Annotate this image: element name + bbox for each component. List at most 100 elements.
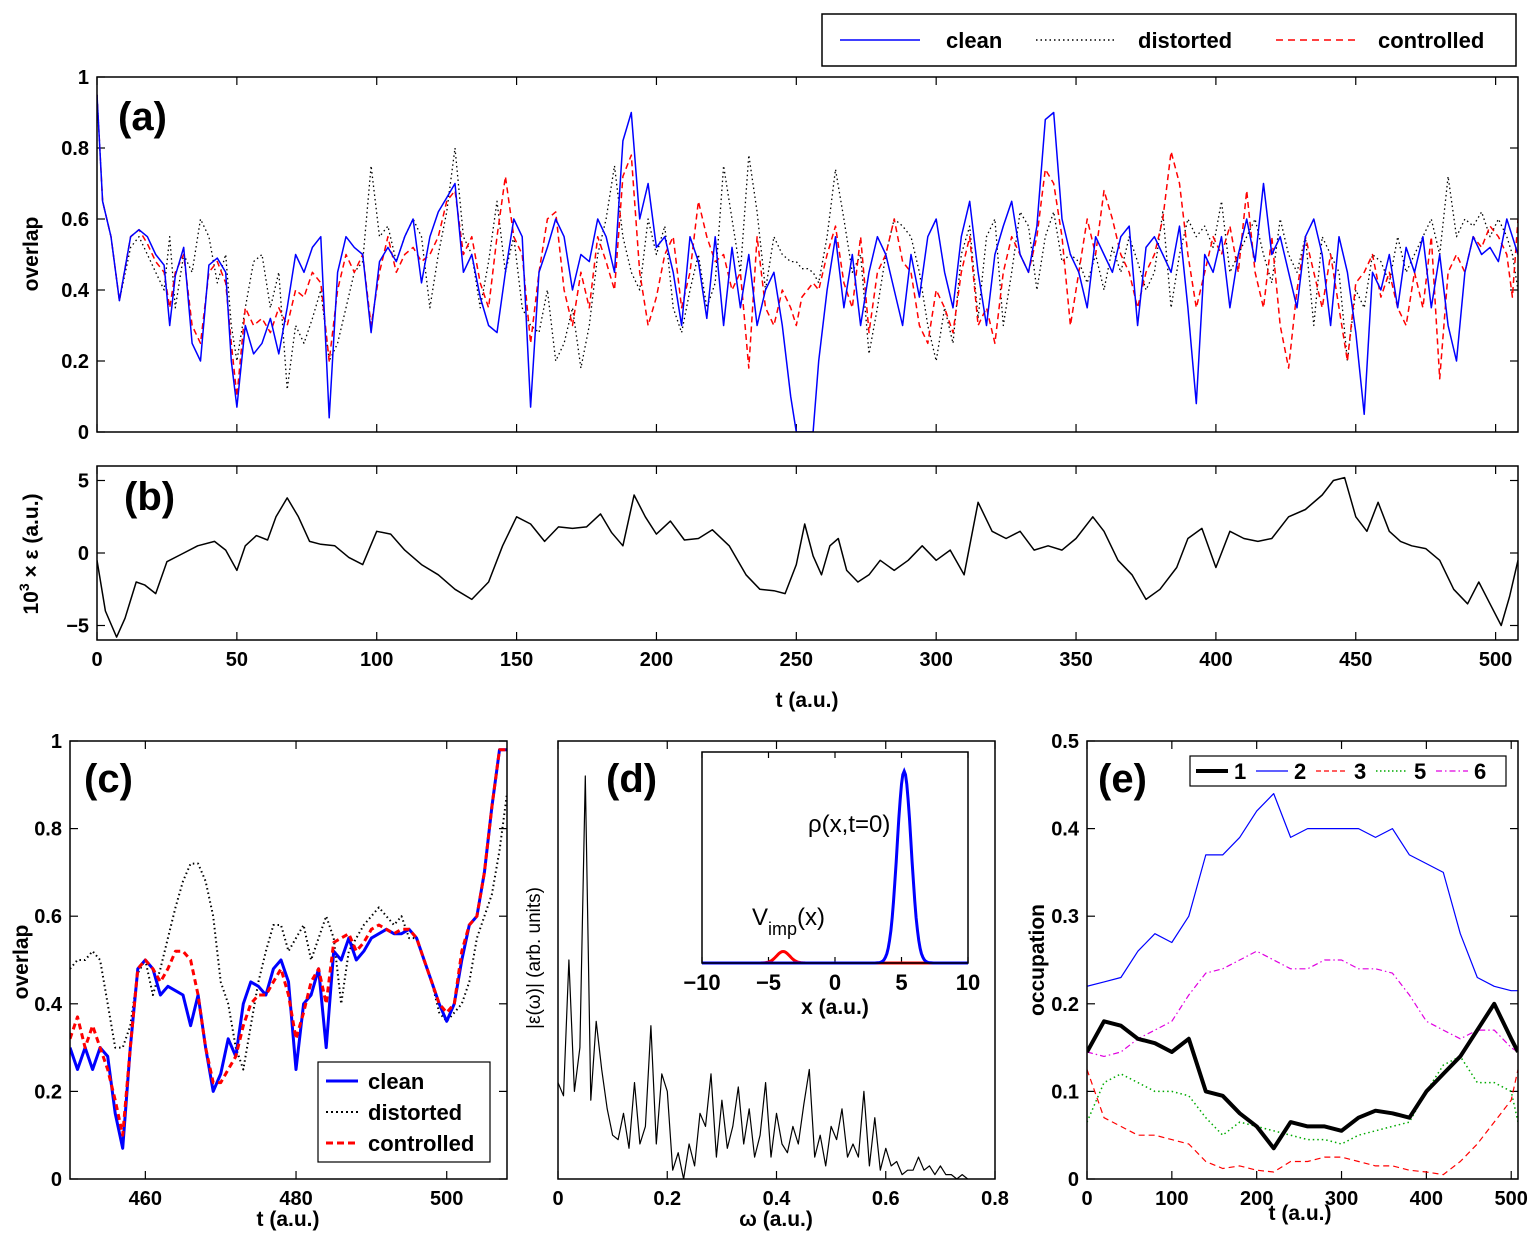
legend-e-label-5: 5	[1414, 759, 1426, 784]
panel-c-frame	[69, 740, 508, 1180]
inset-frame	[701, 751, 969, 964]
panel-d-label: (d)	[606, 757, 657, 801]
panel-d-xtick-label: 0	[552, 1188, 563, 1210]
panel-b-ylabel: 103 × ε (a.u.)	[16, 493, 43, 614]
panel-b: 0 50 100 150 200 250 300 350 400 450 500−505 (b) 1…	[16, 465, 1519, 712]
panel-c-ytick-label: 0.6	[34, 906, 62, 928]
panel-e-xtick-label: 500	[1495, 1188, 1528, 1210]
panel-e-ytick-label: 0	[1068, 1169, 1079, 1191]
panel-b-xtick-label: 50	[226, 649, 248, 671]
legend-top: clean distorted controlled	[821, 13, 1517, 67]
legend-e-label-3: 3	[1354, 759, 1366, 784]
legend-top-label-distorted: distorted	[1138, 28, 1232, 53]
panel-c-ytick-label: 0.8	[34, 819, 62, 841]
panel-d-xlabel: ω (a.u.)	[739, 1208, 813, 1231]
panel-e-xlabel: t (a.u.)	[1269, 1202, 1332, 1225]
legend-c: clean distorted controlled	[317, 1061, 491, 1163]
legend-e-label-1: 1	[1234, 759, 1246, 784]
inset-xtick-label: 5	[895, 970, 907, 995]
panel-a-ytick-label: 0.6	[61, 209, 89, 231]
panel-a-ytick-label: 0.8	[61, 138, 89, 160]
inset-xtick-label: −5	[756, 970, 781, 995]
inset-background	[702, 752, 968, 963]
panel-a-label: (a)	[118, 95, 167, 139]
panel-c-ylabel: overlap	[10, 925, 33, 1000]
panel-b-ylabel-base: 10	[20, 591, 43, 614]
panel-c-label: (c)	[84, 757, 133, 801]
panel-e-xtick-label: 100	[1155, 1188, 1188, 1210]
panel-a-frame	[96, 76, 1519, 433]
panel-b-xtick-label: 100	[360, 649, 393, 671]
panel-c-xtick-label: 480	[279, 1188, 312, 1210]
panel-e-xtick-label: 400	[1410, 1188, 1443, 1210]
panel-b-xtick-label: 500	[1479, 649, 1512, 671]
panel-c-series-distorted	[70, 793, 507, 1071]
panel-d-xtick-label: 0.8	[981, 1188, 1009, 1210]
panel-a-ytick-label: 0.4	[61, 280, 90, 302]
panel-e-ytick-label: 0.4	[1051, 819, 1080, 841]
panel-b-xtick-label: 350	[1059, 649, 1092, 671]
panel-e-ytick-label: 0.2	[1051, 994, 1079, 1016]
panel-b-xtick-label: 250	[780, 649, 813, 671]
panel-e-xtick-label: 0	[1081, 1188, 1092, 1210]
panel-a-ylabel: overlap	[20, 217, 43, 292]
panel-e-series-6	[1087, 950, 1518, 1057]
inset-xtick-label: −10	[683, 970, 720, 995]
panel-d-xtick-label: 0.4	[763, 1188, 792, 1210]
panel-a-ytick-label: 0.2	[61, 351, 89, 373]
panel-e-ytick-label: 0.1	[1051, 1081, 1079, 1103]
legend-top-box	[821, 13, 1517, 67]
panel-b-ytick-label: −5	[66, 616, 89, 638]
panel-b-xlabel: t (a.u.)	[776, 689, 839, 712]
inset-xtick-label: 10	[956, 970, 980, 995]
inset-vimp-base: V	[752, 904, 768, 931]
panel-b-ylabel-exp: 3	[16, 583, 32, 591]
panel-b-xtick-label: 400	[1199, 649, 1232, 671]
panel-e-series-3	[1087, 1069, 1518, 1176]
panel-c-ytick-label: 0.2	[34, 1081, 62, 1103]
legend-c-label-clean: clean	[368, 1069, 424, 1094]
panel-a-series-distorted	[97, 94, 1518, 391]
panel-c-ytick-label: 0.4	[34, 994, 63, 1016]
panel-d-ylabel: |ε(ω)| (arb. units)	[524, 887, 545, 1029]
panel-e-ylabel: occupation	[1026, 904, 1049, 1016]
inset-xlabel: x (a.u.)	[801, 996, 869, 1019]
panel-d-series-spectrum	[558, 775, 969, 1179]
legend-e: 1 2 3 5 6	[1189, 755, 1507, 787]
panel-b-xtick-label: 150	[500, 649, 533, 671]
panel-e-xtick-label: 200	[1240, 1188, 1273, 1210]
panel-a-series-clean	[97, 94, 1518, 432]
panel-e-series-5	[1087, 1055, 1518, 1145]
panel-e-ytick-label: 0.5	[1051, 731, 1079, 753]
panel-c-xtick-label: 500	[430, 1188, 463, 1210]
panel-d-frame	[557, 740, 996, 1180]
panel-e-series-2	[1087, 793, 1518, 992]
legend-top-label-clean: clean	[946, 28, 1002, 53]
panel-c-xtick-label: 460	[129, 1188, 162, 1210]
panel-b-series-field	[97, 476, 1518, 638]
panel-a-series-controlled	[97, 94, 1518, 398]
inset-vimp-sub: imp	[768, 919, 797, 939]
panel-c-ytick-label: 1	[51, 731, 62, 753]
panel-c-xlabel: t (a.u.)	[257, 1208, 320, 1231]
inset-xtick-label: 0	[829, 970, 841, 995]
inset-vimp-rest: (x)	[797, 904, 825, 931]
legend-c-label-controlled: controlled	[368, 1131, 474, 1156]
legend-top-label-controlled: controlled	[1378, 28, 1484, 53]
panel-a-ytick-label: 0	[78, 422, 89, 444]
panel-b-ytick-label: 0	[78, 543, 89, 565]
panel-d: 0 0.2 0.4 0.6 0.8 (d) |ε(ω)| (arb. units) ω …	[524, 740, 1009, 1231]
panel-e-ytick-label: 0.3	[1051, 906, 1079, 928]
panel-b-label: (b)	[124, 475, 175, 519]
panel-b-frame	[96, 465, 1519, 641]
panel-e-label: (e)	[1098, 757, 1147, 801]
panel-b-xtick-label: 450	[1339, 649, 1372, 671]
panel-c: 460 480 500 0 0.2 0.4 0.6 0.8 1 (c) overlap t (a…	[10, 731, 508, 1231]
panel-b-xtick-label: 0	[91, 649, 102, 671]
panel-e-frame	[1086, 740, 1519, 1180]
panel-d-xtick-label: 0.6	[872, 1188, 900, 1210]
panel-b-ytick-label: 5	[78, 471, 89, 493]
panel-a-ytick-label: 1	[78, 67, 89, 89]
inset-vimp-label: Vimp(x)	[752, 904, 825, 939]
